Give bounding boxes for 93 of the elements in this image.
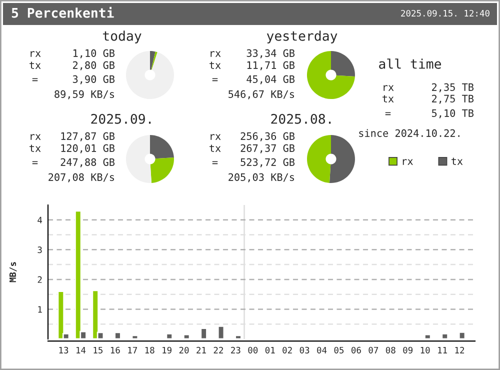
bar	[131, 334, 139, 339]
x-tick-label: 08	[386, 346, 396, 354]
x-tick-label: 11	[438, 346, 447, 354]
text: tx	[382, 95, 394, 102]
chart-title: today	[102, 30, 142, 44]
x-tick-label: 07	[368, 346, 378, 354]
y-tick-label: 2	[38, 276, 42, 283]
text: 523,72 GB	[240, 158, 295, 168]
x-tick-label: 09	[403, 346, 413, 354]
text: tx	[30, 144, 41, 152]
text: 5 Percenkenti	[12, 6, 114, 18]
x-tick-label: 15	[94, 346, 102, 354]
text: 205,03 KB/s	[228, 173, 294, 182]
text: =	[212, 161, 218, 164]
text: =	[385, 112, 391, 116]
text: rx	[210, 134, 221, 140]
text: rx	[30, 134, 41, 140]
bar	[458, 331, 466, 339]
donut-slice	[150, 135, 174, 159]
text: all time	[379, 58, 441, 69]
chart-title: yesterday	[266, 30, 338, 44]
bar	[234, 334, 242, 339]
text: 2,35 TB	[432, 83, 474, 92]
donut-slice	[150, 157, 174, 183]
bar	[166, 332, 174, 339]
x-tick-label: 21	[196, 346, 206, 354]
text: rx	[30, 51, 41, 57]
donut-slice	[126, 135, 152, 183]
donut-slice	[307, 51, 355, 99]
text: 1,10 GB	[73, 49, 115, 58]
x-tick-label: 04	[317, 346, 327, 354]
text: 207,08 KB/s	[48, 173, 114, 182]
x-tick-label: 20	[179, 346, 189, 354]
text: 3,90 GB	[72, 75, 115, 84]
text: 127,87 GB	[61, 132, 115, 142]
text: 120,01 GB	[61, 144, 115, 154]
x-tick-label: 05	[334, 346, 344, 354]
legend-label: tx	[451, 158, 463, 165]
y-tick-label: 3	[38, 246, 42, 254]
text: tx	[30, 62, 41, 69]
x-tick-label: 19	[162, 346, 172, 354]
donut-slice	[307, 135, 331, 183]
x-tick-label: 06	[352, 346, 361, 354]
x-tick-label: 13	[59, 346, 68, 354]
bar	[217, 326, 225, 339]
x-tick-label: 10	[420, 346, 430, 354]
donut-slice	[331, 51, 355, 77]
text: 2,80 GB	[73, 61, 115, 70]
chart-title: 2025.08.	[271, 114, 331, 124]
donut-slice	[329, 135, 355, 183]
bar	[114, 332, 122, 339]
bar	[200, 328, 208, 339]
x-tick-label: 02	[282, 346, 292, 354]
chart-title: 2025.09.	[91, 114, 151, 124]
text: 256,36 GB	[240, 132, 295, 142]
x-tick-label: 14	[76, 346, 86, 354]
x-tick-label: 16	[110, 346, 120, 354]
donut-slice	[151, 52, 158, 70]
text: tx	[210, 62, 221, 69]
text: since 2024.10.22.	[359, 129, 460, 137]
x-tick-label: 03	[300, 346, 310, 354]
text: tx	[210, 144, 221, 152]
text: 247,88 GB	[60, 158, 115, 168]
y-tick-label: 1	[38, 306, 42, 313]
text: =	[32, 78, 38, 82]
text: rx	[210, 51, 221, 57]
text: 45,04 GB	[246, 75, 295, 84]
text: 89,59 KB/s	[54, 90, 114, 100]
text: =	[212, 78, 218, 82]
text: 2,75 TB	[432, 94, 474, 104]
text: 267,37 GB	[240, 144, 295, 154]
text: 11,71 GB	[247, 61, 295, 70]
bar	[441, 332, 448, 339]
x-tick-label: 01	[265, 346, 275, 354]
y-tick-label: 4	[38, 216, 42, 224]
bar	[182, 334, 190, 339]
text: 546,67 KB/s	[228, 90, 294, 100]
y-axis-title: MB/s	[10, 262, 17, 282]
bar	[424, 334, 432, 339]
donut-slice	[126, 51, 174, 99]
text: rx	[384, 85, 394, 91]
text: =	[32, 161, 38, 164]
x-tick-label: 23	[231, 346, 240, 354]
x-tick-label: 17	[128, 346, 137, 354]
donut-slice	[150, 51, 156, 70]
text: 33,34 GB	[246, 49, 295, 58]
text: 5,10 TB	[432, 109, 474, 118]
x-tick-label: 12	[455, 346, 464, 354]
x-tick-label: 18	[145, 346, 154, 354]
x-tick-label: 22	[214, 346, 223, 354]
text: 2025.09.15. 12:40	[401, 10, 490, 17]
x-tick-label: 00	[248, 346, 258, 354]
legend-label: rx	[402, 159, 413, 165]
